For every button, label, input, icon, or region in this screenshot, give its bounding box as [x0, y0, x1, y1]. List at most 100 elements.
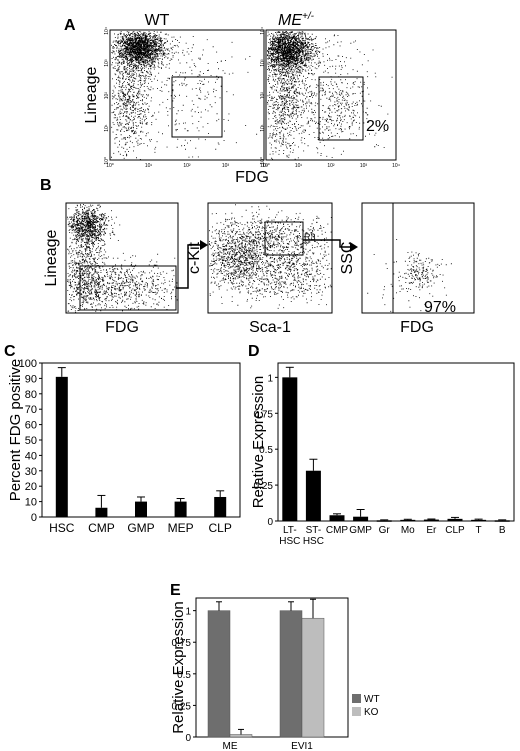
panel-b-plot1-ylabel: Lineage: [43, 229, 60, 286]
panel-a-ylabel: Lineage: [83, 66, 100, 123]
y-tick-label: 0.25: [172, 701, 192, 712]
gate-arrow-2: [303, 239, 350, 248]
x-tick-label: EVI1: [291, 741, 313, 751]
scatter-dots: [267, 31, 393, 160]
tick-label: 10³: [260, 59, 266, 67]
y-tick-label: 0: [267, 517, 273, 528]
tick-label: 10⁴: [260, 163, 268, 169]
legend-swatch: [352, 694, 361, 703]
panel-a-label: A: [64, 17, 76, 34]
legend-e: WT KO: [352, 694, 380, 718]
panel-c-label: C: [4, 343, 16, 360]
tick-label: 10²: [327, 163, 335, 169]
tick-label: 10⁰: [260, 157, 266, 165]
tick-label: 10¹: [145, 163, 153, 169]
bar-ko: [301, 617, 325, 738]
bar-gmp: [135, 501, 147, 517]
x-tick-label: LT-HSC: [279, 525, 300, 547]
bar: [376, 520, 392, 522]
panel-a-wt-title: WT: [145, 12, 170, 29]
x-tick-label: CMP: [326, 525, 349, 536]
y-tick-label: 0.5: [177, 670, 191, 681]
tick-label: 10⁴: [260, 27, 266, 35]
bar: [329, 515, 345, 521]
x-tick-label: HSC: [49, 521, 75, 535]
x-tick-label: GMP: [349, 525, 372, 536]
arrow-head-icon: [200, 240, 208, 250]
y-tick-label: 0.25: [254, 481, 274, 492]
x-tick-label: ME: [223, 741, 238, 751]
arrow-head-icon: [350, 242, 358, 252]
panel-b-plot1-xlabel: FDG: [105, 319, 139, 336]
y-tick-label: 0: [185, 733, 191, 744]
tick-label: 10³: [222, 163, 230, 169]
x-tick-label: ST-HSC: [303, 525, 324, 547]
flow-plot-a-wt: [109, 29, 265, 161]
y-tick-label: 40: [25, 450, 37, 462]
x-tick-label: B: [499, 525, 506, 536]
gate-arrow-1: [176, 244, 200, 289]
flow-plot-a-me: 2%: [265, 29, 397, 161]
tick-label: 10⁰: [262, 163, 270, 169]
y-tick-label: 1: [185, 607, 191, 618]
x-tick-label: T: [476, 525, 482, 536]
chart-d-frame: [277, 362, 515, 522]
x-tick-label: Er: [426, 525, 437, 536]
x-tick-label: Gr: [379, 525, 391, 536]
bar: [400, 519, 416, 522]
panel-b-plot2-ylabel: c-Kit: [186, 241, 203, 274]
flow-plot-b-ckit-sca1: R3: [207, 202, 333, 314]
bar-wt: [207, 610, 231, 738]
gate-box: [171, 76, 223, 138]
y-tick-label: 60: [25, 420, 37, 432]
panel-e-label: E: [170, 582, 181, 599]
gate-box: [318, 76, 364, 141]
bar: [471, 519, 487, 522]
scatter-dots: [111, 31, 258, 160]
bar: [282, 377, 298, 521]
bar-hsc: [55, 376, 68, 517]
y-tick-label: 50: [25, 435, 37, 447]
panel-d-label: D: [248, 343, 260, 360]
bar: [494, 520, 510, 522]
bar: [423, 519, 439, 522]
x-tick-label: GMP: [127, 521, 154, 535]
y-tick-label: 0.75: [254, 409, 274, 420]
tick-label: 10³: [104, 59, 110, 67]
y-tick-label: 1: [267, 373, 273, 384]
y-tick-label: 90: [25, 373, 37, 385]
y-tick-label: 0.5: [259, 445, 273, 456]
tick-label: 10⁰: [106, 163, 114, 169]
panel-a-xlabel: FDG: [235, 169, 269, 186]
bar: [353, 516, 369, 521]
x-tick-label: CLP: [209, 521, 232, 535]
tick-label: 10⁴: [104, 27, 110, 35]
y-tick-label: 100: [19, 358, 37, 370]
panel-b-plot2-xlabel: Sca-1: [249, 319, 291, 336]
tick-label: 10¹: [295, 163, 303, 169]
tick-label: 10³: [360, 163, 368, 169]
panel-b-plot3-xlabel: FDG: [400, 319, 434, 336]
x-tick-label: MEP: [168, 521, 194, 535]
chart-c-ylabel: Percent FDG positive: [7, 359, 24, 502]
flow-plot-b-ssc-fdg: 97%: [361, 202, 475, 316]
legend-label: WT: [364, 694, 380, 705]
chart-e-frame: [195, 597, 349, 738]
tick-label: 10⁴: [392, 163, 400, 169]
chart-c-frame: [41, 362, 241, 518]
x-tick-label: CLP: [445, 525, 465, 536]
y-tick-label: 0.75: [172, 638, 192, 649]
legend-label: KO: [364, 707, 379, 718]
scatter-dots: [67, 204, 178, 313]
y-tick-label: 10: [25, 497, 37, 509]
bar-ko: [229, 734, 253, 738]
bar-clp: [214, 496, 227, 517]
y-tick-label: 30: [25, 466, 37, 478]
y-tick-label: 0: [31, 512, 37, 524]
y-tick-label: 80: [25, 389, 37, 401]
tick-label: 10¹: [260, 124, 266, 132]
y-tick-label: 20: [25, 481, 37, 493]
